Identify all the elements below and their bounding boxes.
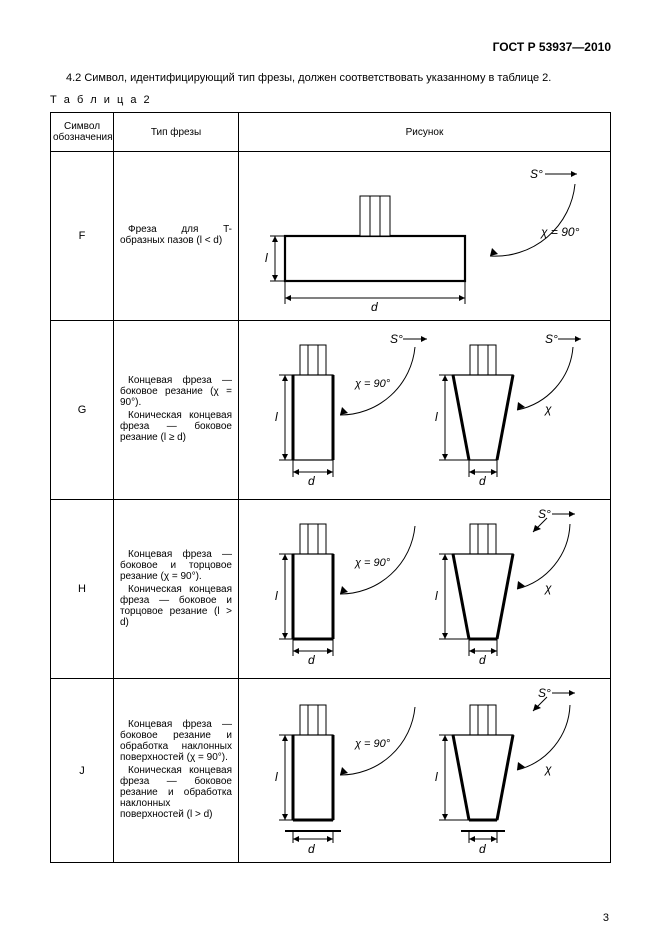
cell-type: Концевая фреза — боковое резание и обраб… — [114, 679, 239, 863]
table-row: F Фреза для T-образных пазов (l < d) S° — [51, 152, 611, 321]
cell-type: Концевая фреза — боковое и торцовое реза… — [114, 500, 239, 679]
cell-symbol: F — [51, 152, 114, 321]
standard-header: ГОСТ Р 53937—2010 — [50, 40, 611, 54]
page-number: 3 — [603, 912, 609, 924]
svg-text:l: l — [275, 410, 278, 424]
desc-text: Концевая фреза — боковое резание и обраб… — [120, 719, 232, 763]
cell-figure: l d χ = 90° S° — [239, 679, 611, 863]
svg-text:χ: χ — [544, 402, 552, 416]
table-caption: Т а б л и ц а 2 — [50, 94, 611, 106]
clause-4-2: 4.2 Символ, идентифицирующий тип фрезы, … — [50, 72, 611, 84]
desc-text: Коническая концевая фреза — боковое реза… — [120, 410, 232, 443]
svg-text:S°: S° — [538, 507, 551, 521]
svg-text:d: d — [479, 474, 486, 488]
svg-text:l: l — [265, 251, 268, 265]
diagram-j: l d χ = 90° S° — [245, 683, 585, 858]
svg-text:χ: χ — [544, 581, 552, 595]
table-row: G Концевая фреза — боковое резание (χ = … — [51, 321, 611, 500]
diagram-f: S° — [245, 156, 585, 316]
desc-text: Концевая фреза — боковое и торцовое реза… — [120, 549, 232, 582]
cell-figure: l d χ = 90° S° — [239, 500, 611, 679]
svg-text:d: d — [308, 474, 315, 488]
svg-text:l: l — [435, 589, 438, 603]
table-header-row: Символ обозначения Тип фрезы Рисунок — [51, 113, 611, 152]
svg-text:l: l — [435, 770, 438, 784]
cell-figure: S° — [239, 152, 611, 321]
table-row: J Концевая фреза — боковое резание и обр… — [51, 679, 611, 863]
th-symbol: Символ обозначения — [51, 113, 114, 152]
cell-figure: S° — [239, 321, 611, 500]
th-type: Тип фрезы — [114, 113, 239, 152]
desc-text: Коническая концевая фреза — боковое реза… — [120, 765, 232, 820]
svg-text:d: d — [308, 842, 315, 856]
svg-text:χ = 90°: χ = 90° — [540, 225, 580, 239]
diagram-h: l d χ = 90° S° — [245, 504, 585, 674]
svg-text:S°: S° — [545, 332, 558, 346]
diagram-g: S° — [245, 325, 585, 495]
svg-text:d: d — [479, 842, 486, 856]
svg-text:χ = 90°: χ = 90° — [354, 378, 391, 390]
cell-symbol: J — [51, 679, 114, 863]
svg-text:S°: S° — [530, 167, 543, 181]
cell-type: Концевая фреза — боковое резание (χ = 90… — [114, 321, 239, 500]
table-2: Символ обозначения Тип фрезы Рисунок F Ф… — [50, 112, 611, 863]
svg-text:d: d — [479, 653, 486, 667]
svg-text:χ: χ — [544, 762, 552, 776]
svg-text:l: l — [435, 410, 438, 424]
table-row: H Концевая фреза — боковое и торцовое ре… — [51, 500, 611, 679]
desc-text: Концевая фреза — боковое резание (χ = 90… — [120, 375, 232, 408]
svg-text:d: d — [371, 300, 378, 314]
desc-text: Коническая концевая фреза — боковое и то… — [120, 584, 232, 628]
svg-text:d: d — [308, 653, 315, 667]
svg-text:S°: S° — [538, 686, 551, 700]
svg-text:l: l — [275, 770, 278, 784]
th-figure: Рисунок — [239, 113, 611, 152]
svg-text:χ = 90°: χ = 90° — [354, 738, 391, 750]
svg-text:S°: S° — [390, 332, 403, 346]
cell-symbol: G — [51, 321, 114, 500]
cell-symbol: H — [51, 500, 114, 679]
svg-text:l: l — [275, 589, 278, 603]
cell-type: Фреза для T-образных пазов (l < d) — [114, 152, 239, 321]
svg-text:χ = 90°: χ = 90° — [354, 557, 391, 569]
desc-text: Фреза для T-образных пазов (l < d) — [120, 224, 232, 246]
